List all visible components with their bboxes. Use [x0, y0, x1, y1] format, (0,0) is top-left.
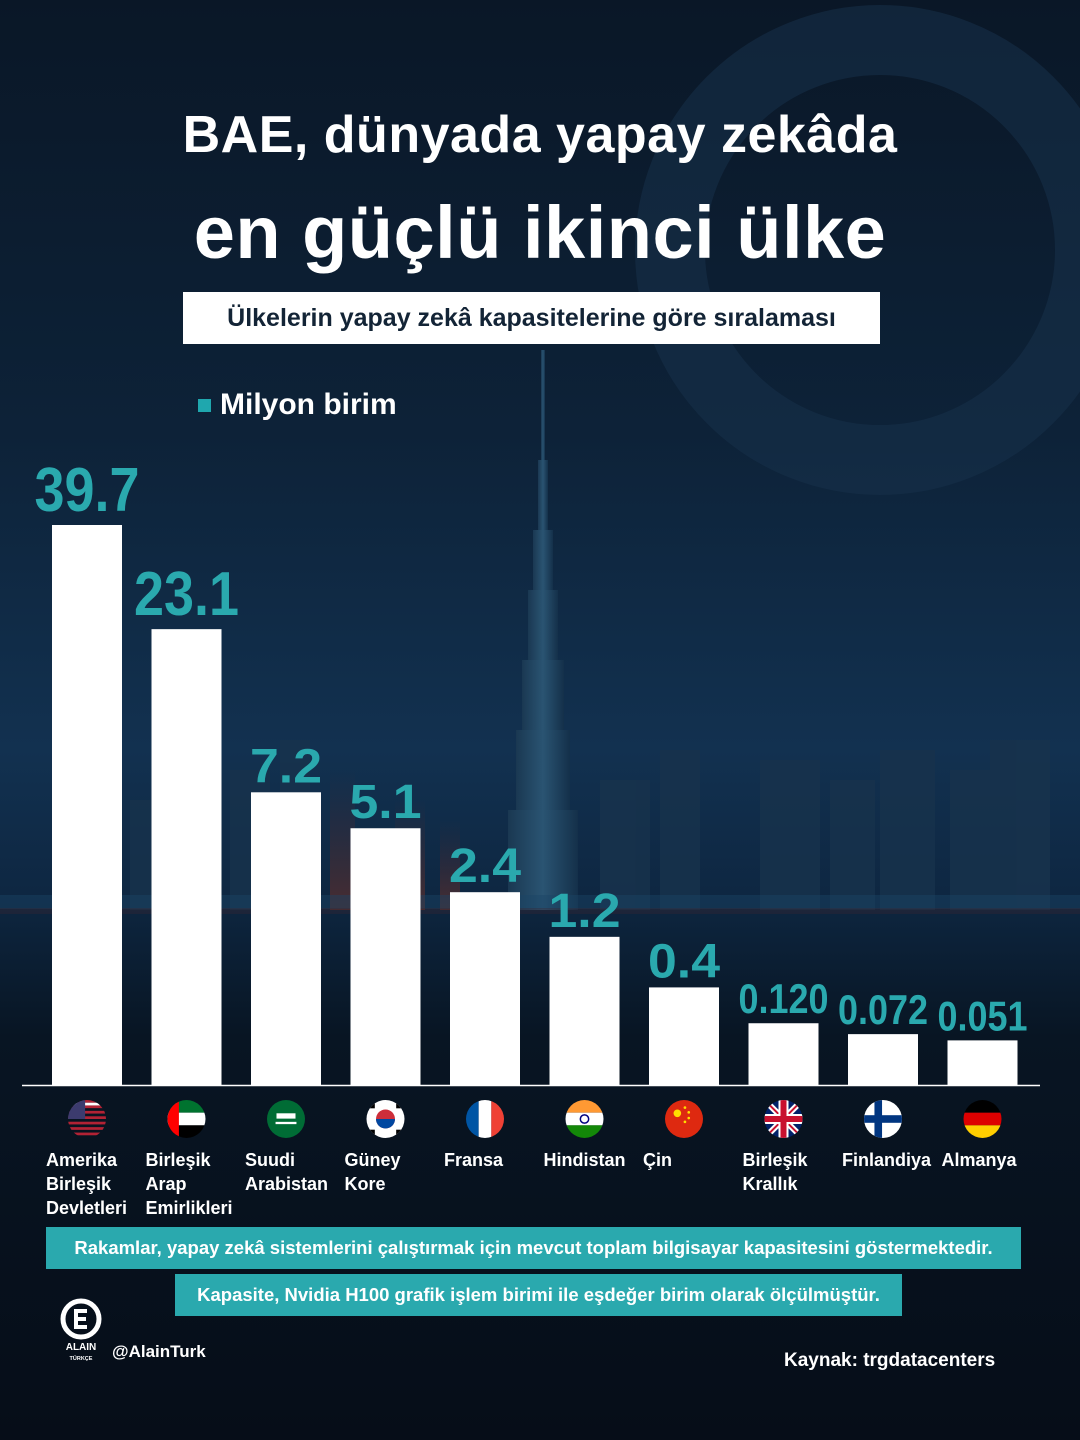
title-line-1: BAE, dünyada yapay zekâda	[182, 106, 898, 164]
country-label-6: Çin	[643, 1150, 672, 1170]
country-label-9: Almanya	[941, 1150, 1017, 1170]
bar-7	[748, 1023, 819, 1085]
value-label-7: 0.120	[739, 975, 829, 1022]
bar-2	[251, 792, 321, 1085]
india-flag-icon	[565, 1100, 604, 1138]
country-label-3: Güney Kore	[344, 1150, 401, 1194]
us-flag-icon	[68, 1100, 106, 1136]
value-label-3: 5.1	[350, 776, 422, 829]
legend-label: Milyon birim	[220, 388, 397, 421]
value-label-9: 0.051	[938, 992, 1028, 1039]
germany-flag-icon	[963, 1100, 1002, 1138]
value-label-1: 23.1	[134, 560, 239, 629]
bar-5	[549, 936, 620, 1085]
france-flag-icon	[466, 1100, 504, 1138]
bar-6	[649, 987, 719, 1085]
bar-8	[848, 1034, 918, 1085]
subtitle-box: Ülkelerin yapay zekâ kapasitelerine göre…	[183, 292, 880, 344]
saudi-flag-icon	[267, 1100, 305, 1138]
south-korea-flag-icon	[366, 1100, 405, 1138]
watermark-logo-icon	[635, 5, 1080, 495]
bar-4	[450, 892, 520, 1085]
note-measurement-unit: Kapasite, Nvidia H100 grafik işlem birim…	[175, 1274, 902, 1316]
logo-subtext: TÜRKÇE	[70, 1355, 93, 1362]
social-handle: @AlainTurk	[112, 1342, 206, 1361]
country-label-1: Birleşik Arap Emirlikleri	[145, 1150, 233, 1218]
country-label-8: Finlandiya	[842, 1150, 932, 1170]
value-label-0: 39.7	[35, 456, 140, 525]
legend-swatch	[198, 398, 211, 412]
value-label-2: 7.2	[250, 740, 322, 793]
source-label: Kaynak: trgdatacenters	[784, 1350, 996, 1371]
country-label-0: Amerika Birleşik Devletleri	[46, 1150, 128, 1218]
uae-flag-icon	[167, 1100, 206, 1138]
finland-flag-icon	[864, 1100, 902, 1138]
note-compute-capacity: Rakamlar, yapay zekâ sistemlerini çalışt…	[46, 1227, 1021, 1269]
bar-0	[52, 525, 122, 1085]
value-label-4: 2.4	[449, 840, 521, 893]
country-label-7: Birleşik Krallık	[742, 1150, 808, 1194]
legend: Milyon birim	[198, 388, 397, 422]
logo-text: ALAIN	[66, 1342, 97, 1353]
bar-1	[151, 629, 222, 1085]
title-line-2: en güçlü ikinci ülke	[193, 191, 887, 274]
value-label-8: 0.072	[838, 986, 928, 1033]
value-label-6: 0.4	[648, 935, 720, 988]
country-label-2: Suudi Arabistan	[245, 1150, 329, 1194]
bar-9	[947, 1040, 1018, 1085]
country-label-5: Hindistan	[543, 1150, 626, 1170]
value-label-5: 1.2	[549, 885, 621, 938]
china-flag-icon	[665, 1100, 703, 1138]
country-label-4: Fransa	[444, 1150, 504, 1170]
uk-flag-icon	[764, 1100, 803, 1138]
bar-3	[350, 828, 421, 1085]
alain-logo-icon: ALAIN TÜRKÇE	[60, 1298, 102, 1362]
